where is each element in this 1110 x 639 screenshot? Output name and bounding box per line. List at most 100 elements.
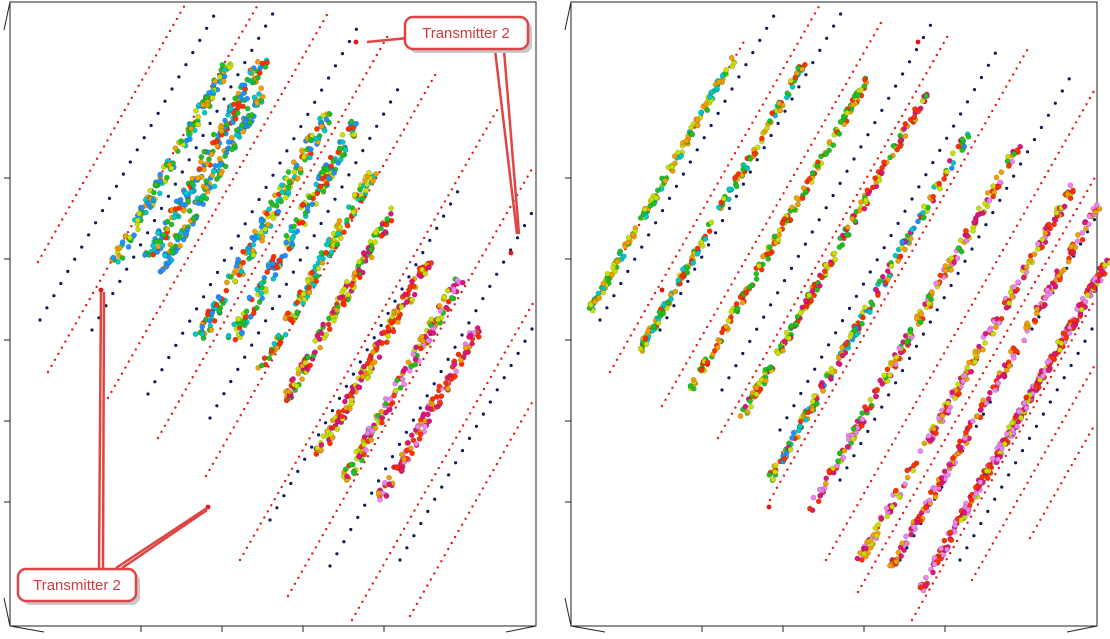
receiver-point bbox=[118, 279, 122, 283]
transmitter-point bbox=[231, 178, 235, 181]
measurement-point bbox=[894, 146, 901, 153]
transmitter-point bbox=[681, 368, 684, 371]
measurement-point bbox=[266, 206, 272, 212]
transmitter-point bbox=[460, 523, 464, 526]
measurement-point bbox=[240, 318, 247, 325]
receiver-point bbox=[1069, 363, 1073, 368]
transmitter-point bbox=[57, 224, 60, 227]
transmitter-point bbox=[223, 60, 227, 64]
transmitter-point bbox=[893, 280, 897, 283]
transmitter-point bbox=[873, 473, 876, 477]
measurement-point bbox=[309, 269, 315, 276]
measurement-point bbox=[690, 259, 697, 266]
measurement-point bbox=[643, 213, 650, 220]
receiver-point bbox=[312, 234, 316, 238]
measurement-point bbox=[283, 194, 289, 201]
measurement-point bbox=[274, 264, 281, 271]
transmitter-point bbox=[779, 73, 782, 76]
measurement-point bbox=[458, 357, 464, 364]
transmitter-point bbox=[994, 472, 997, 476]
transmitter-point bbox=[921, 78, 925, 81]
transmitter-point bbox=[297, 62, 301, 65]
transmitter-point bbox=[1028, 412, 1032, 415]
transmitter-point bbox=[915, 400, 918, 404]
transmitter-point bbox=[956, 327, 960, 331]
measurement-point bbox=[342, 398, 348, 405]
measurement-point bbox=[436, 383, 443, 390]
transmitter-point bbox=[148, 323, 151, 327]
transmitter-point bbox=[1051, 250, 1054, 253]
transmitter-point bbox=[252, 534, 256, 537]
measurement-point bbox=[844, 224, 851, 230]
measurement-point bbox=[443, 380, 449, 386]
measurement-point bbox=[893, 487, 899, 494]
receiver-point bbox=[981, 412, 986, 416]
measurement-point bbox=[233, 267, 239, 273]
transmitter-point bbox=[488, 242, 491, 245]
measurement-point bbox=[820, 388, 826, 394]
receiver-point bbox=[80, 245, 84, 249]
measurement-point bbox=[208, 327, 215, 333]
receiver-point bbox=[755, 158, 759, 162]
receiver-point bbox=[340, 52, 345, 56]
transmitter-point bbox=[1049, 500, 1053, 503]
receiver-point bbox=[970, 247, 974, 251]
transmitter-point bbox=[513, 432, 516, 435]
transmitter-point bbox=[266, 117, 269, 120]
measurement-point bbox=[844, 231, 850, 238]
receiver-point bbox=[900, 369, 905, 373]
measurement-point bbox=[299, 148, 306, 155]
receiver-point bbox=[1076, 351, 1080, 355]
transmitter-point bbox=[319, 274, 322, 277]
measurement-point bbox=[859, 410, 865, 416]
receiver-point bbox=[195, 307, 199, 311]
measurement-point bbox=[366, 356, 373, 363]
transmitter-point bbox=[657, 285, 660, 289]
receiver-point bbox=[215, 404, 219, 408]
measurement-point bbox=[815, 498, 822, 505]
transmitter-point bbox=[408, 614, 412, 618]
measurement-point bbox=[356, 258, 363, 265]
transmitter-point bbox=[998, 530, 1001, 533]
receiver-point bbox=[979, 75, 984, 80]
measurement-point bbox=[746, 284, 753, 290]
transmitter-point bbox=[971, 390, 974, 393]
measurement-point bbox=[823, 262, 829, 269]
transmitter-point bbox=[472, 406, 475, 409]
measurement-point bbox=[1063, 334, 1069, 341]
transmitter-point bbox=[255, 6, 258, 9]
transmitter-point bbox=[959, 533, 962, 537]
measurement-point bbox=[164, 174, 170, 181]
transmitter-point bbox=[1018, 430, 1021, 433]
transmitter-marker bbox=[659, 287, 665, 293]
transmitter-point bbox=[331, 515, 335, 519]
measurement-point bbox=[314, 445, 321, 452]
transmitter-point bbox=[936, 451, 940, 454]
transmitter-point bbox=[883, 298, 886, 301]
measurement-point bbox=[1001, 362, 1008, 368]
transmitter-point bbox=[357, 606, 361, 609]
transmitter-point bbox=[294, 68, 297, 72]
measurement-point bbox=[966, 359, 972, 366]
measurement-point bbox=[201, 148, 208, 155]
measurement-point bbox=[855, 92, 862, 98]
receiver-point bbox=[275, 506, 279, 510]
receiver-point bbox=[654, 221, 658, 225]
transmitter-point bbox=[995, 347, 999, 351]
receiver-point bbox=[734, 194, 739, 198]
measurement-point bbox=[862, 76, 868, 83]
receiver-point bbox=[432, 382, 436, 386]
measurement-point bbox=[902, 246, 908, 253]
transmitter-point bbox=[271, 236, 274, 239]
measurement-point bbox=[980, 346, 986, 353]
transmitter-point bbox=[727, 418, 730, 421]
measurement-point bbox=[708, 219, 715, 226]
measurement-point bbox=[213, 301, 220, 308]
transmitter-point bbox=[924, 594, 928, 597]
transmitter-point bbox=[95, 285, 98, 289]
transmitter-point bbox=[257, 260, 260, 263]
transmitter-point bbox=[723, 295, 726, 298]
measurement-point bbox=[723, 323, 730, 330]
transmitter-point bbox=[914, 243, 918, 246]
measurement-point bbox=[930, 569, 936, 576]
